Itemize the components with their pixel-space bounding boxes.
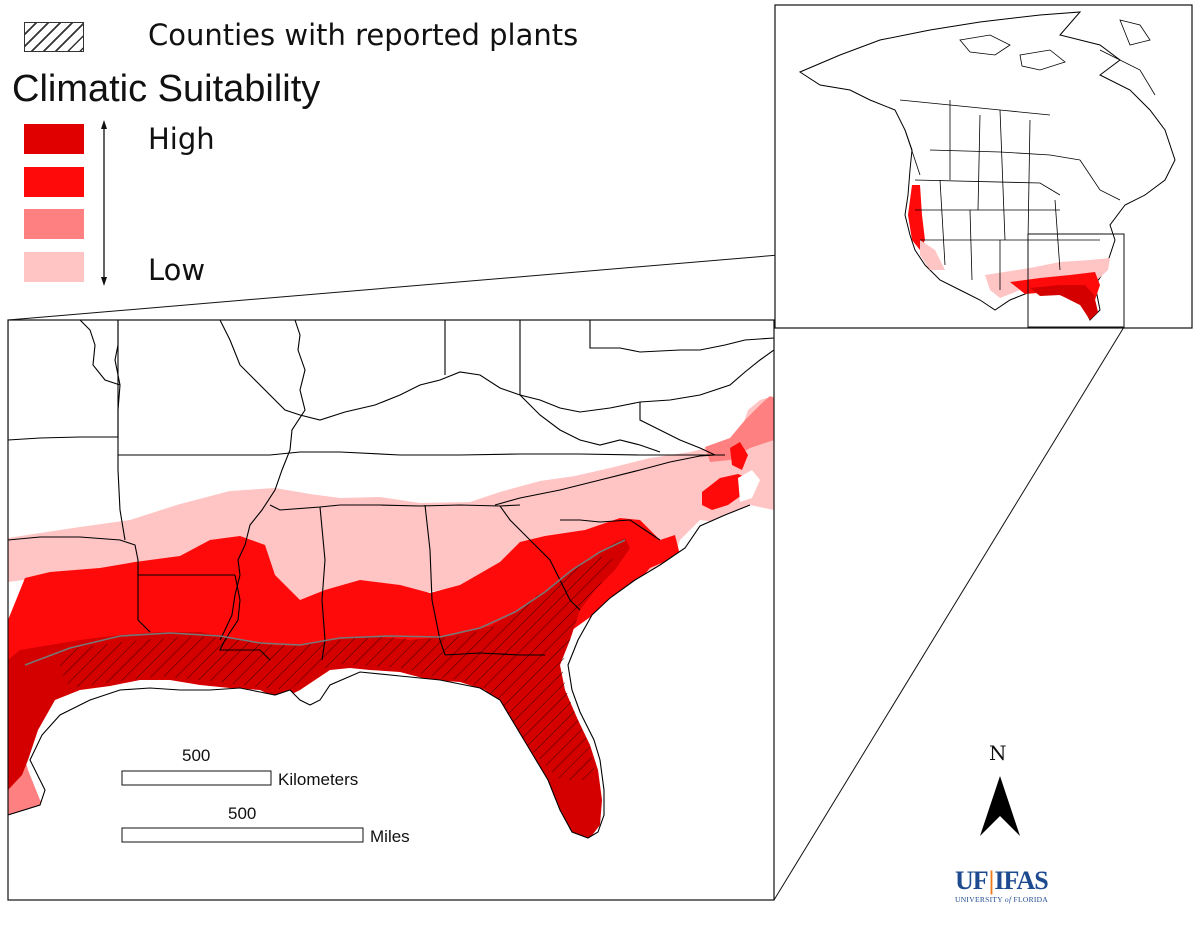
scale-km-value: 500 — [182, 746, 211, 765]
hatch-swatch — [24, 22, 84, 52]
scale-km-unit: Kilometers — [278, 770, 359, 789]
scale-bar-miles — [121, 827, 364, 843]
zone-nc-sound — [702, 474, 748, 510]
north-label: N — [989, 741, 1007, 765]
main-map-frame — [7, 319, 775, 901]
logo-sub-of: of — [1004, 895, 1012, 904]
legend-high-label: High — [148, 122, 215, 156]
swatch-high — [24, 167, 84, 197]
legend-title: Climatic Suitability — [12, 68, 321, 110]
logo-uf: UF — [955, 866, 989, 895]
scale-mi-unit: Miles — [370, 827, 410, 846]
hatched-counties — [60, 556, 615, 780]
inset-extent-box — [1027, 233, 1125, 328]
swatch-low — [24, 209, 84, 239]
swatch-highest — [24, 124, 84, 154]
zone-medium-low-va — [705, 396, 774, 462]
southeast-map — [8, 320, 774, 900]
north-america-inset — [775, 5, 1192, 328]
north-arrow-icon — [980, 776, 1020, 836]
gulf-of-mexico — [8, 505, 774, 900]
counties-legend-label: Counties with reported plants — [148, 18, 579, 52]
state-borders — [8, 320, 774, 839]
logo-sub-pre: UNIVERSITY — [955, 895, 1005, 904]
scale-bar-km — [121, 770, 272, 786]
connector-line-bottom — [773, 326, 1125, 901]
suitability-contour — [24, 539, 626, 666]
zone-va-coast — [730, 442, 748, 470]
inset-map-frame — [774, 4, 1193, 329]
scale-mi-value: 500 — [228, 804, 257, 823]
swatch-lowest — [24, 252, 84, 282]
legend-low-label: Low — [148, 253, 206, 287]
uf-ifas-logo: UF|IFAS UNIVERSITY of FLORIDA — [955, 866, 1049, 905]
atlantic-bays — [738, 470, 760, 502]
logo-ifas: IFAS — [994, 866, 1048, 895]
logo-sub-post: FLORIDA — [1011, 895, 1049, 904]
double-arrow-icon — [101, 120, 107, 286]
